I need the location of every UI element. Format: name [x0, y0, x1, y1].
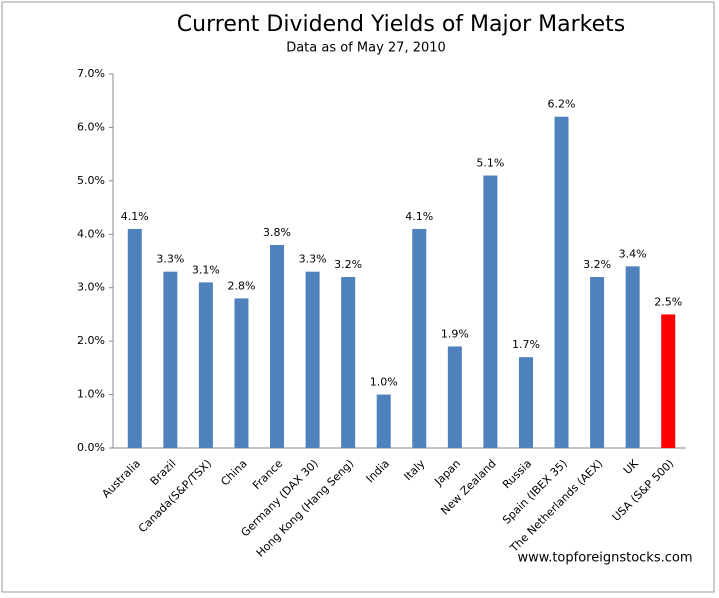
value-label: 2.5% — [654, 295, 682, 308]
value-label: 3.1% — [192, 263, 220, 276]
value-label: 5.1% — [476, 157, 504, 170]
value-label: 3.2% — [334, 258, 362, 271]
chart-title: Current Dividend Yields of Major Markets — [177, 12, 625, 37]
value-label: 1.9% — [441, 327, 469, 340]
y-tick-label: 7.0% — [77, 67, 105, 80]
bar — [341, 277, 356, 448]
source-note: www.topforeignstocks.com — [518, 551, 693, 566]
y-tick-label: 2.0% — [77, 334, 105, 347]
value-label: 4.1% — [405, 210, 433, 223]
bar — [625, 266, 640, 448]
bar — [518, 357, 533, 448]
bar — [412, 228, 427, 448]
value-label: 3.4% — [619, 247, 647, 260]
bar — [163, 271, 178, 448]
bar — [447, 346, 462, 448]
bar — [305, 271, 320, 448]
bar — [590, 277, 605, 448]
bar — [127, 228, 142, 448]
bar — [661, 314, 676, 448]
y-tick-label: 4.0% — [77, 227, 105, 240]
value-label: 3.3% — [299, 253, 327, 266]
bar — [198, 282, 213, 448]
y-tick-label: 1.0% — [77, 388, 105, 401]
y-tick-label: 0.0% — [77, 441, 105, 454]
bar — [483, 175, 498, 448]
value-label: 2.8% — [227, 279, 255, 292]
value-label: 4.1% — [121, 210, 149, 223]
y-tick-label: 5.0% — [77, 174, 105, 187]
value-label: 3.2% — [583, 258, 611, 271]
value-label: 6.2% — [548, 98, 576, 111]
value-label: 1.7% — [512, 338, 540, 351]
value-label: 1.0% — [370, 376, 398, 389]
value-label: 3.8% — [263, 226, 291, 239]
y-tick-label: 3.0% — [77, 281, 105, 294]
bar — [234, 298, 249, 448]
bar — [376, 394, 391, 448]
bar — [554, 116, 569, 448]
y-tick-label: 6.0% — [77, 120, 105, 133]
value-label: 3.3% — [156, 253, 184, 266]
bar — [270, 244, 285, 448]
chart-subtitle: Data as of May 27, 2010 — [286, 41, 446, 56]
